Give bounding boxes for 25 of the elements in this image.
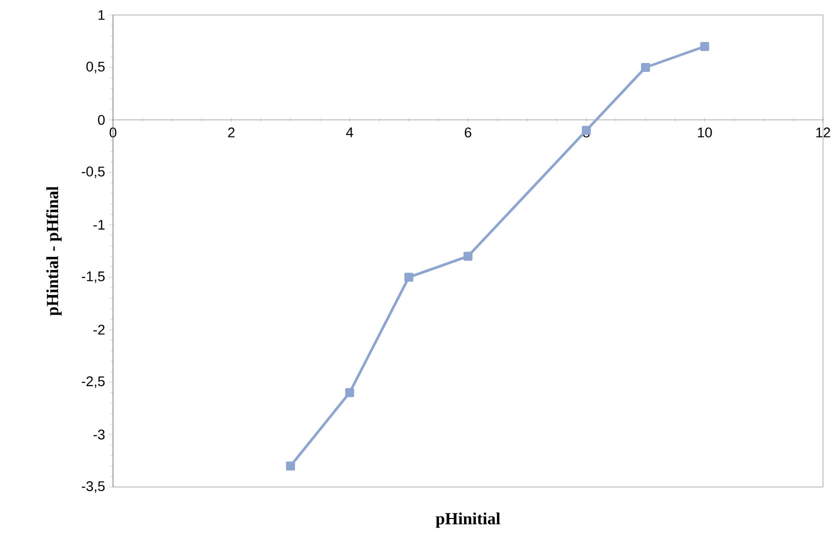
y-tick-label: -0,5 — [82, 166, 105, 178]
x-tick-label: 0 — [110, 128, 116, 138]
x-tick-label: 2 — [228, 128, 235, 138]
y-tick-label: -1 — [93, 220, 105, 230]
y-tick-label: -3,5 — [82, 481, 105, 493]
y-tick-label: -3 — [93, 430, 105, 440]
x-tick-label: 12 — [816, 128, 830, 138]
point — [641, 62, 650, 72]
point — [582, 126, 591, 135]
x-axis-title: pHinitial — [436, 512, 500, 528]
point — [464, 252, 472, 261]
y-tick-label: 0,5 — [86, 62, 105, 74]
y-tick-label: -1,5 — [82, 272, 105, 283]
x-tick-label: 10 — [698, 128, 712, 138]
y-tick-label: 0 — [98, 114, 105, 125]
x-tick-label: 4 — [346, 128, 354, 138]
y-tick-label: -2,5 — [82, 376, 105, 388]
point — [286, 462, 295, 471]
point — [345, 388, 354, 398]
y-tick-label: -2 — [93, 324, 105, 335]
point — [404, 272, 414, 282]
y-axis-title: pHintial - pHfinal — [46, 186, 62, 316]
y-tick-label: 1 — [98, 10, 105, 20]
point — [700, 42, 710, 51]
x-tick-label: 6 — [464, 128, 472, 138]
